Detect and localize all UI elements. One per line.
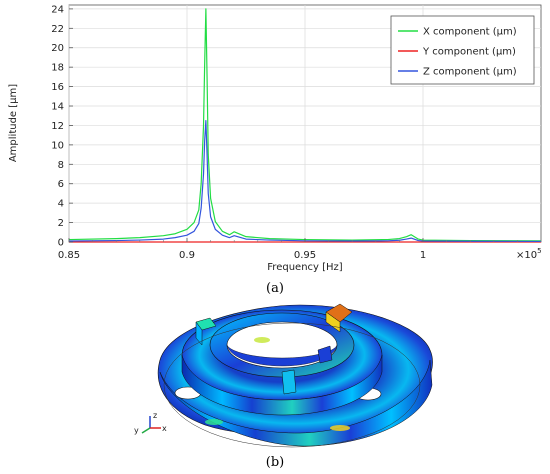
tab-back-right [317, 345, 333, 364]
legend-label-1: X component (µm) [423, 27, 517, 38]
y-tick-label: 14 [51, 102, 64, 113]
outer-ring-side [181, 354, 383, 416]
y-tick-label: 24 [51, 4, 64, 15]
y-tick-label: 18 [51, 63, 64, 74]
deformed-ring-model [157, 303, 433, 448]
legend-items: X component (µm) Y component (µm) Z compon… [398, 27, 517, 78]
y-tick-label: 16 [51, 82, 64, 93]
legend: X component (µm) Y component (µm) Z compon… [390, 15, 535, 85]
wireframe-outline [163, 322, 421, 448]
tab-top-right-side [325, 311, 341, 333]
x-multiplier-exponent: 5 [537, 247, 541, 255]
tab-front [281, 369, 297, 395]
y-tick-label: 20 [51, 43, 64, 54]
y-tick-label: 22 [51, 24, 64, 35]
legend-label-3: Z component (µm) [423, 67, 517, 78]
triad-y-label: y [134, 426, 139, 435]
legend-label-2: Y component (µm) [422, 47, 516, 58]
y-tick-label: 0 [58, 238, 64, 249]
series-line-3 [68, 119, 542, 243]
series-line-1 [68, 8, 542, 242]
x-multiplier-base: ×10 [516, 250, 537, 261]
inner-bore-wall [226, 344, 338, 367]
caption-a: (a) [266, 281, 284, 296]
y-tick-label: 2 [58, 218, 64, 229]
y-tick-label: 4 [58, 199, 64, 210]
y-tick-label: 10 [51, 140, 64, 151]
base-plate-edge [159, 359, 433, 447]
stress-patch-1 [254, 337, 270, 343]
x-axis-multiplier: ×105 [516, 247, 542, 261]
x-ticks: 0.85 0.9 0.95 1 [58, 238, 542, 261]
triad-z-label: z [153, 411, 157, 420]
y-axis-label: Amplitude [µm] [8, 84, 19, 162]
x-axis-label: Frequency [Hz] [267, 262, 343, 273]
tab-left [195, 321, 203, 346]
x-tick-label: 0.9 [179, 250, 195, 261]
stress-patch-3 [205, 419, 223, 425]
stress-patch-2 [330, 425, 350, 431]
y-tick-label: 12 [51, 121, 64, 132]
x-tick-label: 0.85 [58, 250, 80, 261]
triad-y-axis [141, 427, 151, 434]
y-tick-label: 8 [58, 160, 64, 171]
x-tick-label: 0.95 [294, 250, 316, 261]
x-tick-label: 1 [420, 250, 426, 261]
y-tick-label: 6 [58, 179, 64, 190]
caption-b: (b) [266, 455, 284, 470]
triad-x-label: x [162, 424, 167, 433]
axis-triad: z x y [134, 411, 167, 435]
legend-box [390, 15, 535, 85]
